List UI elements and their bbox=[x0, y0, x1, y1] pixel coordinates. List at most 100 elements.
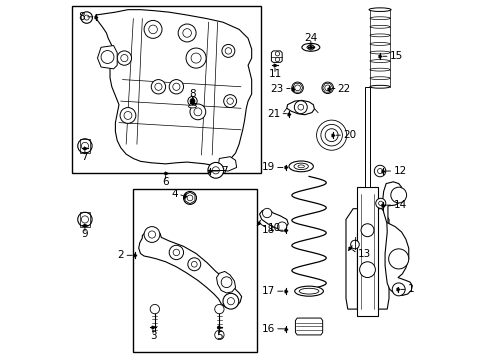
Text: 15: 15 bbox=[389, 51, 402, 61]
Polygon shape bbox=[259, 211, 287, 229]
Ellipse shape bbox=[369, 34, 389, 37]
Polygon shape bbox=[97, 45, 117, 69]
Text: 11: 11 bbox=[268, 69, 281, 79]
Circle shape bbox=[391, 283, 405, 296]
Polygon shape bbox=[382, 182, 411, 296]
Circle shape bbox=[78, 139, 92, 153]
Circle shape bbox=[223, 293, 238, 309]
Circle shape bbox=[169, 80, 183, 94]
Ellipse shape bbox=[369, 8, 389, 11]
Ellipse shape bbox=[306, 45, 314, 49]
Circle shape bbox=[185, 48, 206, 68]
Polygon shape bbox=[286, 100, 314, 115]
Circle shape bbox=[183, 192, 196, 204]
Text: 5: 5 bbox=[216, 331, 222, 341]
Circle shape bbox=[187, 258, 201, 271]
Circle shape bbox=[262, 208, 271, 218]
Circle shape bbox=[359, 262, 375, 278]
Text: 7: 7 bbox=[221, 166, 227, 176]
Polygon shape bbox=[271, 51, 282, 62]
Circle shape bbox=[144, 226, 160, 242]
Text: 21: 21 bbox=[266, 109, 280, 119]
Circle shape bbox=[390, 187, 406, 203]
Text: 1: 1 bbox=[407, 284, 413, 294]
Bar bbox=[72, 6, 260, 173]
Circle shape bbox=[178, 24, 196, 42]
Bar bbox=[133, 189, 257, 352]
Circle shape bbox=[78, 212, 92, 226]
Circle shape bbox=[190, 99, 195, 104]
Circle shape bbox=[275, 51, 279, 56]
Bar bbox=[364, 87, 369, 187]
Bar bbox=[80, 139, 90, 153]
Text: 6: 6 bbox=[162, 177, 168, 187]
Circle shape bbox=[101, 50, 114, 63]
Circle shape bbox=[150, 305, 159, 314]
Text: 13: 13 bbox=[357, 248, 370, 258]
Text: 9: 9 bbox=[81, 229, 88, 239]
Circle shape bbox=[388, 249, 408, 269]
Text: 12: 12 bbox=[392, 166, 406, 176]
Text: 18: 18 bbox=[261, 225, 274, 235]
Text: 20: 20 bbox=[343, 130, 356, 140]
Circle shape bbox=[321, 82, 333, 94]
Ellipse shape bbox=[369, 51, 389, 54]
Text: 2: 2 bbox=[118, 250, 124, 260]
Circle shape bbox=[151, 80, 165, 94]
Circle shape bbox=[207, 162, 223, 178]
Bar bbox=[80, 212, 90, 226]
Ellipse shape bbox=[369, 17, 389, 20]
Circle shape bbox=[190, 104, 205, 120]
Ellipse shape bbox=[368, 8, 390, 12]
Ellipse shape bbox=[369, 85, 389, 88]
Circle shape bbox=[221, 277, 231, 288]
Text: 4: 4 bbox=[171, 189, 178, 199]
Ellipse shape bbox=[288, 161, 313, 172]
Circle shape bbox=[214, 305, 224, 314]
Text: 24: 24 bbox=[304, 33, 317, 43]
Text: 8: 8 bbox=[78, 12, 85, 22]
Text: 14: 14 bbox=[392, 200, 406, 210]
Ellipse shape bbox=[369, 25, 389, 28]
Ellipse shape bbox=[369, 60, 389, 63]
Circle shape bbox=[222, 44, 234, 57]
Circle shape bbox=[214, 330, 224, 339]
Circle shape bbox=[291, 82, 303, 94]
Circle shape bbox=[375, 198, 385, 208]
Polygon shape bbox=[139, 230, 241, 309]
Ellipse shape bbox=[369, 77, 389, 80]
Polygon shape bbox=[216, 271, 235, 293]
Text: 23: 23 bbox=[270, 84, 284, 94]
Ellipse shape bbox=[299, 288, 318, 294]
Circle shape bbox=[117, 51, 131, 65]
Ellipse shape bbox=[369, 68, 389, 71]
Circle shape bbox=[360, 224, 373, 237]
Ellipse shape bbox=[293, 163, 308, 170]
Circle shape bbox=[81, 12, 92, 23]
Text: 10: 10 bbox=[267, 224, 281, 233]
Text: 8: 8 bbox=[189, 89, 195, 99]
Circle shape bbox=[187, 96, 197, 106]
Text: 17: 17 bbox=[261, 286, 274, 296]
Text: 16: 16 bbox=[261, 324, 274, 334]
Circle shape bbox=[275, 57, 279, 62]
Ellipse shape bbox=[301, 43, 319, 51]
Ellipse shape bbox=[188, 105, 196, 108]
Circle shape bbox=[169, 245, 183, 260]
Text: 19: 19 bbox=[261, 162, 274, 172]
Bar bbox=[357, 187, 377, 316]
Ellipse shape bbox=[369, 42, 389, 45]
Circle shape bbox=[350, 240, 359, 249]
Text: 22: 22 bbox=[337, 84, 350, 94]
Circle shape bbox=[144, 21, 162, 39]
Polygon shape bbox=[96, 10, 251, 166]
Circle shape bbox=[120, 108, 136, 123]
Text: 3: 3 bbox=[149, 331, 156, 341]
Polygon shape bbox=[295, 318, 322, 335]
Circle shape bbox=[223, 95, 236, 108]
Circle shape bbox=[294, 101, 306, 114]
Polygon shape bbox=[217, 157, 236, 171]
Circle shape bbox=[277, 222, 286, 231]
Polygon shape bbox=[346, 209, 388, 309]
Text: 7: 7 bbox=[81, 152, 88, 162]
